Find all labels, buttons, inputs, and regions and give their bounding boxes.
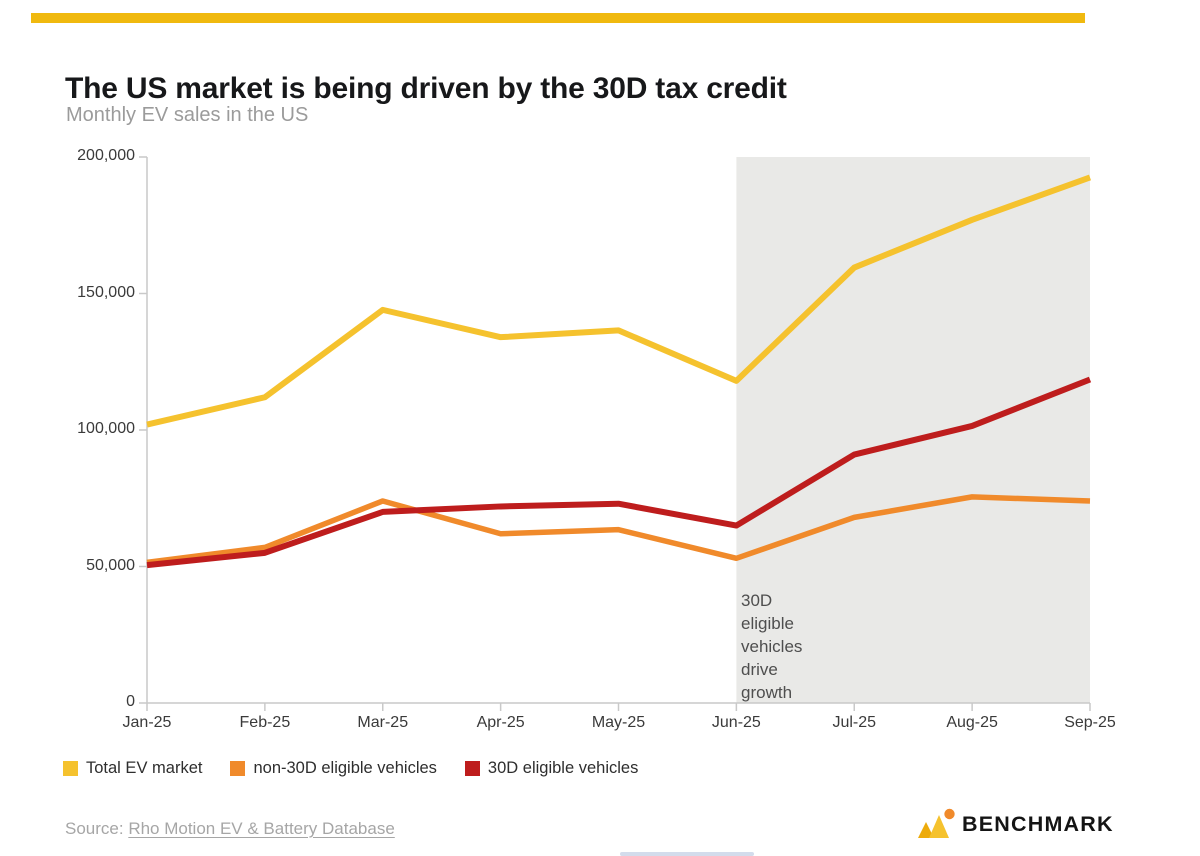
legend-swatch [464,761,480,776]
shaded-region-annotation: 30D eligible vehicles drive growth [741,589,802,704]
source-prefix: Source: [65,819,129,838]
legend-label: non-30D eligible vehicles [253,759,437,777]
benchmark-logo-text: BENCHMARK [962,811,1114,836]
legend-item-non-30d-eligible-vehicles: non-30D eligible vehicles [230,759,437,778]
bottom-edge-artifact [620,852,754,856]
legend-label: 30D eligible vehicles [487,759,639,777]
x-tick-label: Jul-25 [832,714,877,731]
legend-item-total-ev-market: Total EV market [63,759,202,778]
x-tick-label: May-25 [591,714,646,731]
x-tick-label: Jun-25 [711,714,761,731]
chart-subtitle: Monthly EV sales in the US [66,104,309,126]
highlight-region [736,157,1090,703]
y-tick-label: 50,000 [86,556,135,574]
legend-item-30d-eligible-vehicles: 30D eligible vehicles [464,759,639,778]
x-tick-label: Apr-25 [476,714,525,731]
x-tick-label: Mar-25 [357,714,409,731]
benchmark-logo-icon [918,808,955,838]
y-tick-label: 0 [126,693,135,710]
x-tick-label: Sep-25 [1064,714,1116,731]
annotation-line: drive [741,660,778,679]
source-link[interactable]: Rho Motion EV & Battery Database [128,819,395,838]
annotation-line: vehicles [741,637,803,656]
chart-legend: Total EV market non-30D eligible vehicles… [63,759,638,778]
y-tick-label: 150,000 [77,283,135,301]
x-tick-label: Jan-25 [122,714,172,731]
legend-swatch [63,761,78,776]
x-tick-label: Feb-25 [239,714,291,731]
page-title: The US market is being driven by the 30D… [65,72,787,106]
series-line-30d-eligible-vehicles [146,376,1092,569]
x-tick-label: Aug-25 [946,714,998,731]
annotation-line: 30D [741,591,773,610]
benchmark-logo: BENCHMARK [916,802,1114,846]
y-tick-label: 200,000 [77,147,135,164]
annotation-line: eligible [741,614,794,633]
y-tick-label: 100,000 [77,420,135,437]
legend-swatch [230,761,246,776]
legend-label: Total EV market [86,759,203,777]
series-line-total-ev-market [146,174,1092,428]
source-attribution: Source: Rho Motion EV & Battery Database [65,819,395,839]
series-line-non-30d-eligible-vehicles [146,494,1091,566]
annotation-line: growth [741,683,793,702]
accent-top-bar [31,13,1085,23]
